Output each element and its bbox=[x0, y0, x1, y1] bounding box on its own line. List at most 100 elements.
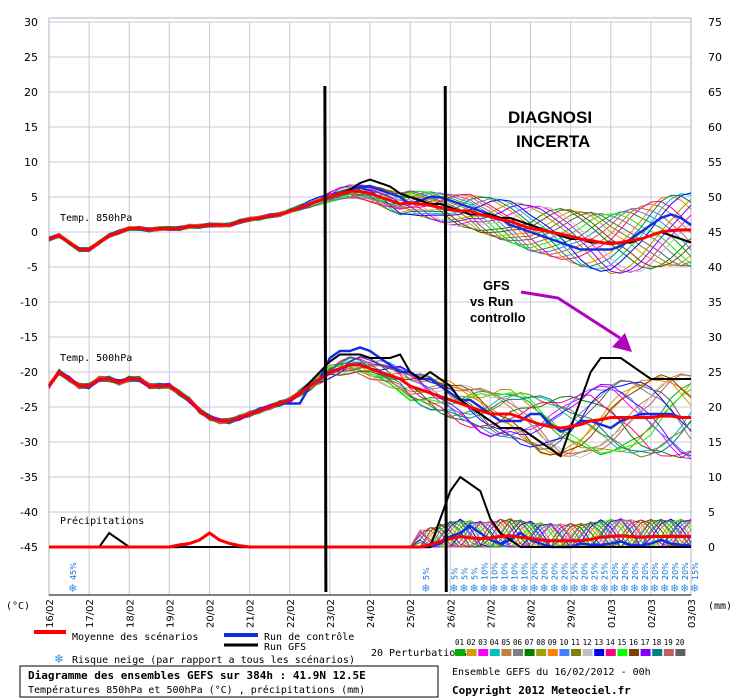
right-tick-label: 0 bbox=[708, 541, 715, 554]
left-tick-label: -45 bbox=[20, 541, 38, 554]
snow-percent-label: 5% bbox=[450, 567, 459, 580]
date-tick-label: 01/03 bbox=[607, 599, 618, 628]
snowflake-icon: ❄ bbox=[560, 582, 569, 595]
right-tick-label: 25 bbox=[708, 366, 722, 379]
perturbation-line-t500 bbox=[48, 365, 692, 450]
perturbation-id: 10 bbox=[559, 638, 569, 647]
panel-label-precip: Précipitations bbox=[60, 515, 144, 527]
perturbation-id: 19 bbox=[664, 638, 673, 647]
snow-percent-label: 10% bbox=[510, 562, 519, 580]
perturbation-id: 02 bbox=[467, 638, 476, 647]
legend-label-gfs: Run GFS bbox=[264, 642, 306, 653]
date-tick-label: 25/02 bbox=[406, 599, 417, 628]
perturbation-id: 07 bbox=[525, 638, 534, 647]
perturbation-swatch bbox=[640, 649, 651, 656]
run-source: Ensemble GEFS du 16/02/2012 - 00h bbox=[452, 667, 651, 678]
right-tick-label: 5 bbox=[708, 506, 715, 519]
snowflake-icon: ❄ bbox=[680, 582, 689, 595]
date-tick-label: 17/02 bbox=[85, 599, 96, 628]
snow-percent-label: 20% bbox=[611, 562, 620, 580]
date-tick-label: 29/02 bbox=[567, 599, 578, 628]
snowflake-icon: ❄ bbox=[469, 582, 478, 595]
perturbation-swatch bbox=[617, 649, 628, 656]
date-tick-label: 20/02 bbox=[206, 599, 217, 628]
title-box bbox=[19, 665, 439, 698]
snow-percent-label: 5% bbox=[460, 567, 469, 580]
snow-risk-markers: 45%❄5%❄5%❄5%❄5%❄10%❄10%❄10%❄10%❄10%❄20%❄… bbox=[68, 562, 700, 595]
perturbation-swatch bbox=[652, 649, 663, 656]
snowflake-icon: ❄ bbox=[54, 652, 64, 666]
snow-percent-label: 20% bbox=[531, 562, 540, 580]
snowflake-icon: ❄ bbox=[570, 582, 579, 595]
legend-label-snow: Risque neige (par rapport a tous les scé… bbox=[72, 654, 355, 666]
perturbation-id: 15 bbox=[617, 638, 626, 647]
chart-title: Diagramme des ensembles GEFS sur 384h : … bbox=[28, 669, 366, 682]
perturbation-id: 13 bbox=[594, 638, 603, 647]
perturbation-id: 18 bbox=[652, 638, 662, 647]
copyright: Copyright 2012 Meteociel.fr bbox=[452, 684, 631, 697]
left-tick-label: 25 bbox=[24, 51, 38, 64]
snow-percent-label: 25% bbox=[591, 562, 600, 580]
snow-percent-label: 20% bbox=[671, 562, 680, 580]
right-tick-label: 75 bbox=[708, 16, 722, 29]
snow-percent-label: 20% bbox=[551, 562, 560, 580]
panel-label-t850: Temp. 850hPa bbox=[60, 213, 132, 224]
mean-line-precip bbox=[49, 531, 691, 549]
left-tick-label: -25 bbox=[20, 401, 38, 414]
right-tick-label: 35 bbox=[708, 296, 722, 309]
right-tick-label: 70 bbox=[708, 51, 722, 64]
date-tick-label: 16/02 bbox=[45, 599, 56, 628]
snowflake-icon: ❄ bbox=[620, 582, 629, 595]
legend-label-mean: Moyenne des scénarios bbox=[72, 631, 198, 643]
perturbation-swatch bbox=[455, 649, 465, 656]
left-tick-label: -40 bbox=[20, 506, 38, 519]
perturbation-swatch bbox=[594, 649, 605, 656]
snow-percent-label: 10% bbox=[480, 562, 489, 580]
snowflake-icon: ❄ bbox=[580, 582, 589, 595]
date-tick-label: 26/02 bbox=[446, 599, 457, 628]
annotation-diagnosi: DIAGNOSI bbox=[508, 108, 592, 127]
right-tick-label: 10 bbox=[708, 471, 722, 484]
snow-percent-label: 20% bbox=[581, 562, 590, 580]
vertical-marker-line bbox=[443, 85, 448, 593]
snow-percent-label: 45% bbox=[69, 562, 78, 580]
perturbation-id: 08 bbox=[536, 638, 546, 647]
snowflake-icon: ❄ bbox=[519, 582, 528, 595]
perturbation-id: 20 bbox=[675, 638, 685, 647]
arrow-line bbox=[520, 290, 621, 340]
left-tick-label: 15 bbox=[24, 121, 38, 134]
annotation-gfs: GFS bbox=[483, 278, 510, 293]
perturbation-swatch bbox=[571, 649, 581, 656]
snowflake-icon: ❄ bbox=[550, 582, 559, 595]
date-tick-label: 23/02 bbox=[326, 599, 337, 628]
left-tick-label: 30 bbox=[24, 16, 38, 29]
date-tick-label: 24/02 bbox=[366, 599, 377, 628]
perturbation-line-t500 bbox=[48, 356, 692, 457]
arrow-head-icon bbox=[612, 333, 632, 352]
snowflake-icon: ❄ bbox=[590, 582, 599, 595]
annotation-vs-run: vs Run bbox=[470, 294, 513, 309]
right-tick-label: 50 bbox=[708, 191, 722, 204]
perturbation-id: 03 bbox=[478, 638, 487, 647]
snow-percent-label: 10% bbox=[520, 562, 529, 580]
right-tick-label: 65 bbox=[708, 86, 722, 99]
right-tick-label: 60 bbox=[708, 121, 722, 134]
snowflake-icon: ❄ bbox=[630, 582, 639, 595]
snowflake-icon: ❄ bbox=[690, 582, 699, 595]
perturbation-id: 16 bbox=[629, 638, 639, 647]
vertical-marker-line bbox=[323, 85, 328, 593]
perturbation-swatch bbox=[605, 649, 616, 656]
perturbation-swatch bbox=[582, 649, 593, 656]
date-tick-label: 19/02 bbox=[165, 599, 176, 628]
date-tick-label: 22/02 bbox=[286, 599, 297, 628]
date-tick-label: 28/02 bbox=[527, 599, 538, 628]
snow-percent-label: 20% bbox=[681, 562, 690, 580]
snow-percent-label: 20% bbox=[541, 562, 550, 580]
left-tick-label: -15 bbox=[20, 331, 38, 344]
annotation-incerta: INCERTA bbox=[516, 132, 590, 151]
date-tick-label: 27/02 bbox=[486, 599, 497, 628]
perturbation-id: 01 bbox=[455, 638, 464, 647]
main-series-lines bbox=[47, 178, 692, 549]
